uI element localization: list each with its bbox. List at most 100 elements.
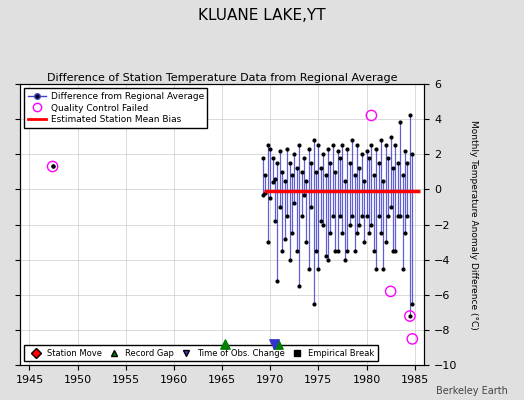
Point <box>381 142 390 148</box>
Point <box>307 204 315 210</box>
Point <box>274 160 282 166</box>
Point <box>398 265 407 272</box>
Point <box>357 212 366 219</box>
Point <box>396 119 405 126</box>
Point <box>300 192 308 198</box>
Point <box>319 221 328 228</box>
Point <box>396 212 405 219</box>
Point <box>329 142 337 148</box>
Point <box>369 248 378 254</box>
Point <box>333 148 342 154</box>
Point <box>391 142 400 148</box>
Point <box>375 212 383 219</box>
Point <box>288 172 296 178</box>
Point <box>302 177 311 184</box>
Point <box>384 154 392 161</box>
Point <box>387 133 395 140</box>
Point <box>261 190 270 196</box>
Title: Difference of Station Temperature Data from Regional Average: Difference of Station Temperature Data f… <box>47 73 397 83</box>
Point <box>271 176 279 182</box>
Point <box>367 221 376 228</box>
Point <box>48 163 57 170</box>
Point <box>391 248 400 254</box>
Point <box>387 204 395 210</box>
Point <box>264 142 272 148</box>
Point <box>278 248 287 254</box>
Point <box>274 278 282 284</box>
Point <box>321 172 330 178</box>
Point <box>331 248 340 254</box>
Point <box>343 248 352 254</box>
Point <box>377 230 385 236</box>
Point <box>377 137 385 143</box>
Point <box>270 341 278 347</box>
Point <box>336 154 344 161</box>
Point <box>264 239 272 245</box>
Point <box>221 341 229 347</box>
Point <box>283 212 291 219</box>
Point <box>309 137 318 143</box>
Legend: Station Move, Record Gap, Time of Obs. Change, Empirical Break: Station Move, Record Gap, Time of Obs. C… <box>24 346 378 361</box>
Point <box>355 221 364 228</box>
Point <box>394 212 402 219</box>
Point <box>408 336 417 342</box>
Point <box>314 142 323 148</box>
Point <box>353 142 361 148</box>
Point <box>345 221 354 228</box>
Point <box>348 137 356 143</box>
Point <box>369 172 378 178</box>
Point <box>360 177 368 184</box>
Point <box>367 142 376 148</box>
Point <box>339 142 347 148</box>
Point <box>365 230 373 236</box>
Point <box>406 112 414 119</box>
Point <box>304 146 313 152</box>
Point <box>326 230 335 236</box>
Point <box>401 148 409 154</box>
Point <box>48 163 57 170</box>
Point <box>290 200 299 207</box>
Point <box>381 239 390 245</box>
Point <box>266 146 275 152</box>
Point <box>312 168 320 175</box>
Point <box>271 218 279 224</box>
Point <box>343 146 352 152</box>
Point <box>276 148 284 154</box>
Point <box>278 168 287 175</box>
Point <box>324 146 332 152</box>
Point <box>48 163 57 170</box>
Point <box>297 212 305 219</box>
Point <box>363 148 371 154</box>
Point <box>297 168 305 175</box>
Point <box>353 230 361 236</box>
Point <box>292 248 301 254</box>
Point <box>288 230 296 236</box>
Point <box>336 212 344 219</box>
Point <box>394 160 402 166</box>
Point <box>309 300 318 307</box>
Point <box>408 300 417 307</box>
Point <box>408 151 417 157</box>
Point <box>302 239 311 245</box>
Point <box>280 236 289 242</box>
Point <box>290 151 299 157</box>
Point <box>398 172 407 178</box>
Point <box>319 151 328 157</box>
Point <box>406 313 414 319</box>
Point <box>307 160 315 166</box>
Point <box>339 230 347 236</box>
Point <box>401 230 409 236</box>
Point <box>268 179 277 186</box>
Text: Berkeley Earth: Berkeley Earth <box>436 386 508 396</box>
Point <box>351 248 359 254</box>
Point <box>295 283 303 289</box>
Point <box>351 172 359 178</box>
Point <box>280 177 289 184</box>
Point <box>276 204 284 210</box>
Point <box>372 146 380 152</box>
Point <box>367 112 376 119</box>
Point <box>379 177 388 184</box>
Point <box>348 212 356 219</box>
Point <box>403 212 412 219</box>
Point <box>259 192 267 198</box>
